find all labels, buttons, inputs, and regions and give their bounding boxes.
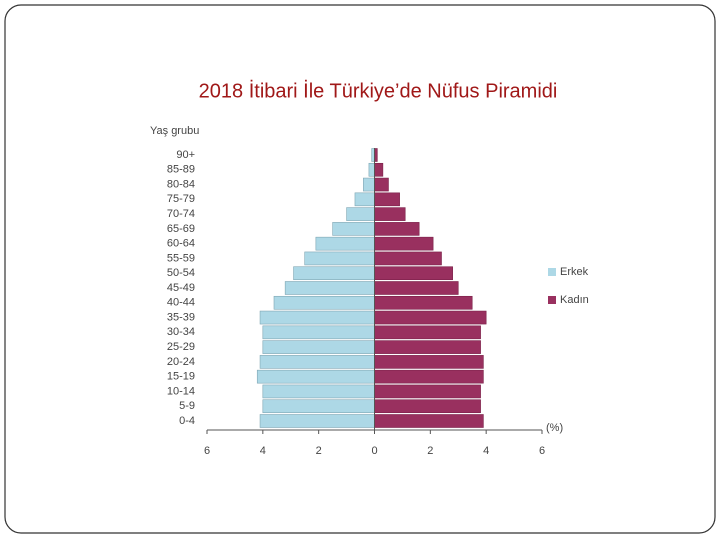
y-tick-label: 70-74 [167, 208, 195, 220]
bar [259, 414, 375, 428]
x-tick-label: 2 [316, 445, 322, 457]
legend-label: Erkek [560, 266, 589, 278]
bar [374, 281, 459, 295]
bar [374, 355, 484, 369]
y-tick-label: 35-39 [167, 311, 195, 323]
bar [374, 340, 481, 354]
bar [346, 207, 375, 221]
bar [374, 295, 473, 310]
bar [368, 162, 375, 177]
bar [354, 192, 375, 207]
bar [304, 251, 375, 266]
bar [262, 399, 375, 414]
y-tick-label: 80-84 [167, 178, 195, 190]
chart-title: 2018 İtibari İle Türkiye’de Nüfus Pirami… [199, 79, 558, 102]
y-tick-label: 45-49 [167, 282, 195, 294]
y-tick-label: 75-79 [167, 193, 195, 205]
bar [374, 310, 487, 325]
y-tick-label: 90+ [176, 149, 195, 161]
bar [374, 177, 389, 192]
x-tick-label: 6 [539, 445, 545, 457]
bar [332, 222, 375, 236]
bar [293, 266, 375, 281]
y-tick-label: 25-29 [167, 341, 195, 353]
y-tick-label: 10-14 [167, 385, 195, 397]
y-tick-label: 40-44 [167, 297, 195, 309]
bar [374, 399, 481, 414]
bar [374, 414, 484, 428]
y-tick-label: 20-24 [167, 356, 195, 368]
legend-label: Kadın [560, 294, 589, 306]
bar [374, 207, 406, 221]
x-tick-label: 0 [371, 445, 377, 457]
y-tick-label: 65-69 [167, 223, 195, 235]
bar [374, 162, 384, 177]
x-tick-label: 4 [483, 445, 489, 457]
y-tick-label: 50-54 [167, 267, 195, 279]
y-tick-label: 85-89 [167, 164, 195, 176]
x-axis-label: (%) [546, 422, 563, 434]
legend-swatch [548, 268, 556, 276]
y-tick-label: 30-34 [167, 326, 195, 338]
bar [374, 236, 434, 251]
bar [273, 295, 375, 310]
x-tick-label: 4 [260, 445, 266, 457]
x-tick-label: 2 [427, 445, 433, 457]
bar [374, 266, 453, 281]
bar [363, 177, 375, 192]
bar [284, 281, 375, 295]
bar [374, 369, 484, 384]
y-tick-label: 60-64 [167, 238, 195, 250]
bar [374, 384, 481, 399]
bar [259, 310, 375, 325]
bar [262, 340, 375, 354]
bar [315, 236, 375, 251]
y-tick-label: 55-59 [167, 252, 195, 264]
y-axis-label: Yaş grubu [150, 125, 199, 137]
bar [256, 369, 375, 384]
x-tick-label: 6 [204, 445, 210, 457]
bar [262, 384, 375, 399]
bar [262, 325, 375, 340]
y-tick-label: 0-4 [179, 415, 195, 427]
y-tick-label: 5-9 [179, 400, 195, 412]
legend-swatch [548, 296, 556, 304]
bar [374, 325, 481, 340]
bar [374, 192, 400, 207]
bar [374, 251, 442, 266]
bar [374, 222, 420, 236]
y-tick-label: 15-19 [167, 371, 195, 383]
bar [259, 355, 375, 369]
